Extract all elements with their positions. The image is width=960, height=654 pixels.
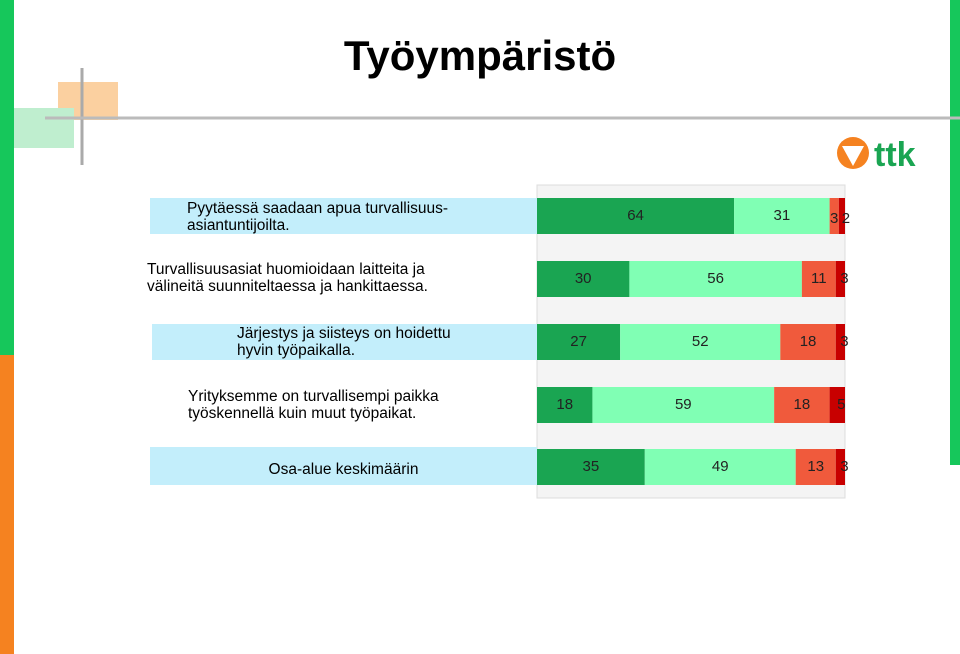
- value-label: 59: [675, 396, 692, 413]
- value-label: 3: [840, 270, 848, 287]
- value-label: 64: [627, 207, 644, 224]
- bar-segment: [838, 198, 845, 234]
- value-label: 3: [840, 333, 848, 350]
- category-background: [152, 324, 537, 360]
- bar-segment: [592, 387, 775, 423]
- bar-segment: [537, 449, 645, 485]
- bar-segment: [537, 324, 621, 360]
- value-label: 5: [837, 396, 845, 413]
- bar-segment: [644, 449, 796, 485]
- logo-text: ttk: [874, 136, 916, 174]
- value-label: 13: [807, 458, 824, 475]
- bar-segment: [829, 387, 845, 423]
- value-label: 56: [707, 270, 724, 287]
- bar-segment: [780, 324, 836, 360]
- bar-segment: [795, 449, 836, 485]
- decoration: [14, 108, 74, 148]
- category-label: Osa-alue keskimäärin: [268, 461, 419, 478]
- value-label: 18: [794, 396, 811, 413]
- bar-segment: [835, 324, 845, 360]
- value-label: 3: [840, 458, 848, 475]
- bar-segment: [835, 261, 845, 297]
- bar-segment: [537, 198, 735, 234]
- value-label: 31: [774, 207, 791, 224]
- category-background: [150, 447, 537, 485]
- logo: ttk: [837, 136, 916, 174]
- category-label: Järjestys ja siisteys on hoidettu hyvin …: [237, 325, 451, 359]
- value-label: 18: [800, 333, 817, 350]
- bar-segment: [734, 198, 830, 234]
- bar-segment: [537, 387, 593, 423]
- value-label: 18: [556, 396, 573, 413]
- category-label: Yrityksemme on turvallisempi paikka työs…: [188, 388, 439, 422]
- bar-segment: [801, 261, 836, 297]
- stripe: [950, 0, 960, 465]
- stripe: [0, 0, 14, 355]
- bar-segment: [629, 261, 802, 297]
- category-background: [150, 198, 537, 234]
- bar-segment: [835, 449, 845, 485]
- bar-segment: [829, 198, 839, 234]
- value-label: 27: [570, 333, 587, 350]
- value-label: 49: [712, 458, 729, 475]
- bar-segment: [537, 261, 630, 297]
- value-label: 30: [575, 270, 592, 287]
- category-label: Pyytäessä saadaan apua turvallisuus- asi…: [187, 200, 449, 234]
- bar-segment: [620, 324, 781, 360]
- value-label: 11: [811, 270, 827, 287]
- title: Työympäristö: [343, 32, 617, 79]
- bar-segment: [774, 387, 830, 423]
- stripe: [0, 355, 14, 654]
- category-label: Turvallisuusasiat huomioidaan laitteita …: [147, 261, 428, 295]
- value-label: 52: [692, 333, 709, 350]
- value-label: 35: [583, 458, 600, 475]
- value-label: 2: [842, 210, 850, 227]
- value-label: 3: [830, 210, 838, 227]
